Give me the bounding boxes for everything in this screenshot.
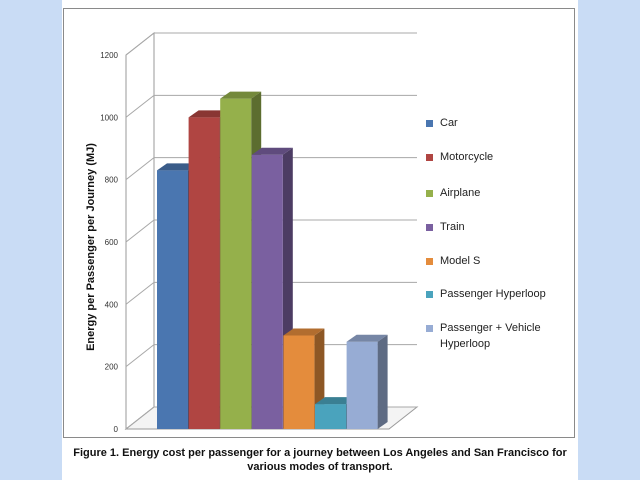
y-tick-label: 200 — [105, 363, 119, 372]
bar — [283, 335, 315, 429]
bar — [251, 154, 283, 429]
bar-chart: 0 200 400 600 800 1000 1200 Energy per Passenge… — [85, 31, 546, 434]
legend-swatch — [426, 258, 433, 265]
gridline — [125, 157, 417, 181]
y-tick-label: 1200 — [100, 51, 118, 60]
legend-label: Model S — [440, 255, 480, 267]
legend-swatch — [426, 224, 433, 231]
bar — [157, 170, 188, 430]
y-tick-label: 0 — [114, 425, 119, 434]
gridline — [125, 281, 417, 305]
legend-swatch — [426, 291, 433, 298]
bar-top — [251, 147, 293, 155]
bar — [315, 404, 346, 429]
bar — [188, 117, 220, 429]
bar — [346, 341, 378, 429]
legend-label: Motorcycle — [440, 151, 493, 163]
bar-side — [377, 334, 388, 429]
legend-swatch — [426, 154, 433, 161]
legend-swatch — [426, 120, 433, 127]
figure-card: 0 200 400 600 800 1000 1200 Energy per Passenge… — [62, 0, 578, 480]
bar — [220, 98, 252, 429]
y-tick-label: 400 — [105, 300, 119, 309]
gridline — [125, 344, 417, 368]
bar-top — [157, 163, 198, 171]
y-tick-label: 1000 — [100, 113, 118, 122]
legend-label: Car — [440, 117, 458, 129]
legend-label: Train — [440, 221, 465, 233]
chart-frame: 0 200 400 600 800 1000 1200 Energy per Passenge… — [63, 8, 575, 438]
bar-top — [315, 397, 356, 405]
gridline — [125, 94, 417, 118]
gridline — [125, 32, 417, 56]
gridline — [125, 219, 417, 243]
y-tick-label: 800 — [105, 176, 119, 185]
y-axis-title: Energy per Passenger per Journey (MJ) — [85, 143, 97, 351]
legend-label: Airplane — [440, 187, 480, 199]
legend-swatch — [426, 325, 433, 332]
bar-top — [220, 91, 262, 99]
legend-swatch — [426, 190, 433, 197]
figure-caption: Figure 1. Energy cost per passenger for … — [73, 447, 567, 473]
legend-label: Passenger + Vehicle Hyperloop — [440, 322, 541, 350]
bar-top — [346, 334, 388, 342]
legend-label: Passenger Hyperloop — [440, 288, 546, 300]
y-tick-label: 600 — [105, 238, 119, 247]
bar-top — [283, 328, 325, 336]
bar-top — [188, 110, 230, 118]
